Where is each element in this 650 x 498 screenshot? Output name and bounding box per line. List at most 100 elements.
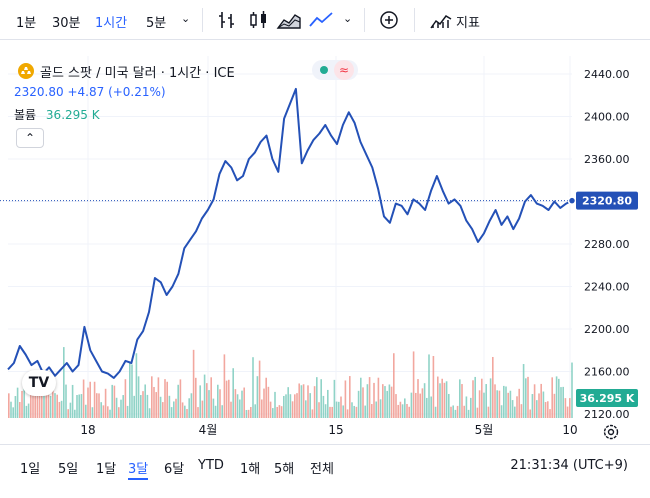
range-ytd[interactable]: YTD (198, 458, 224, 473)
volume-bar (426, 397, 428, 418)
volume-bar (322, 395, 325, 418)
volume-readout: 볼륨 36.295 K (14, 106, 100, 123)
volume-bar (373, 382, 375, 418)
volume-bar (100, 402, 102, 418)
volume-bar (459, 379, 461, 418)
volume-bar (144, 384, 146, 418)
price-chart[interactable]: 2120.00 2160.00 2200.00 2240.00 2280.00 2320.… (0, 40, 650, 444)
indicators-icon[interactable] (428, 8, 454, 32)
volume-bar (498, 390, 501, 418)
volume-bar (344, 380, 347, 418)
open-status-icon (320, 66, 328, 74)
area-icon[interactable] (276, 8, 302, 32)
volume-bar (549, 409, 551, 418)
volume-bar (318, 402, 320, 418)
volume-bar (445, 381, 448, 418)
volume-bar (199, 385, 201, 418)
volume-bar (250, 406, 252, 418)
add-compare-icon[interactable] (376, 8, 402, 32)
volume-bar (390, 386, 393, 418)
volume-bar (415, 392, 417, 418)
range-1y[interactable]: 1해 (240, 462, 261, 477)
range-5d[interactable]: 5일 (58, 462, 79, 477)
volume-bar (280, 406, 283, 418)
volume-bar (52, 377, 54, 418)
range-1m[interactable]: 1달 (96, 462, 117, 477)
chevron-down-icon[interactable]: ⌄ (181, 12, 191, 25)
range-all[interactable]: 전체 (310, 462, 334, 477)
volume-bar (234, 389, 237, 418)
chevron-down-icon[interactable]: ⌄ (343, 12, 353, 25)
market-status-badge[interactable]: ≈ (312, 60, 358, 80)
range-1d[interactable]: 1일 (20, 462, 41, 477)
volume-bars (8, 347, 573, 418)
interval-1h[interactable]: 1시간 (95, 16, 128, 31)
interval-30m[interactable]: 30분 (52, 16, 81, 31)
bar-chart-icon[interactable] (214, 8, 240, 32)
volume-bar (241, 390, 243, 418)
tradingview-logo[interactable]: TV (22, 370, 56, 396)
volume-bar (142, 391, 144, 418)
range-3m[interactable]: 3달 (128, 458, 149, 480)
volume-bar (89, 381, 91, 418)
volume-bar (412, 351, 415, 418)
volume-bar (236, 394, 239, 418)
volume-bar (333, 379, 336, 418)
line-icon[interactable] (308, 8, 334, 32)
volume-bar (335, 401, 338, 418)
y-tick-label: 2400.00 (584, 111, 630, 124)
volume-bar (311, 409, 314, 418)
candles-icon[interactable] (246, 8, 272, 32)
settings-icon[interactable] (602, 423, 620, 441)
volume-bar (514, 406, 516, 418)
volume-bar (302, 384, 305, 418)
volume-bar (201, 400, 204, 418)
volume-bar (382, 384, 384, 418)
volume-bar (157, 377, 160, 418)
volume-bar (448, 393, 450, 418)
range-6m[interactable]: 6달 (164, 462, 185, 477)
volume-bar (151, 376, 153, 418)
volume-bar (536, 400, 538, 418)
collapse-legend-button[interactable]: ⌃ (16, 128, 44, 148)
symbol-title[interactable]: 골드 스팟 / 미국 달러 · 1시간 · ICE (40, 66, 235, 81)
volume-bar (98, 393, 100, 418)
volume-bar (47, 394, 50, 418)
volume-bar (71, 384, 74, 418)
volume-bar (12, 407, 14, 418)
volume-bar (516, 396, 518, 418)
volume-bar (487, 406, 490, 418)
volume-bar (34, 391, 36, 418)
volume-bar (443, 382, 446, 418)
volume-bar (564, 398, 567, 418)
volume-bar (170, 407, 173, 418)
volume-bar (366, 384, 369, 418)
volume-bar (351, 402, 353, 418)
volume-bar (309, 393, 311, 418)
volume-bar (316, 377, 318, 418)
price-readout: 2320.80 +4.87 (+0.21%) (14, 85, 166, 99)
range-5y[interactable]: 5해 (274, 462, 295, 477)
volume-bar (278, 405, 281, 418)
clock[interactable]: 21:31:34 (UTC+9) (510, 458, 628, 473)
volume-bar (357, 390, 360, 418)
volume-bar (522, 364, 525, 418)
volume-bar (408, 406, 410, 418)
volume-bar (8, 393, 10, 418)
price-change-pct: (+0.21%) (108, 85, 166, 99)
indicators-label[interactable]: 지표 (456, 16, 480, 31)
volume-bar (190, 393, 193, 418)
volume-bar (533, 384, 536, 418)
volume-bar (21, 390, 23, 418)
volume-bar (388, 384, 391, 418)
volume-bar (404, 398, 406, 418)
volume-bar (329, 406, 331, 418)
volume-bar (228, 379, 230, 418)
volume-bar (509, 390, 512, 418)
volume-bar (547, 401, 549, 418)
interval-1m[interactable]: 1분 (16, 16, 37, 31)
interval-5m[interactable]: 5분 (146, 16, 167, 31)
volume-bar (360, 377, 362, 418)
volume-bar (131, 364, 133, 418)
volume-bar (45, 387, 47, 418)
